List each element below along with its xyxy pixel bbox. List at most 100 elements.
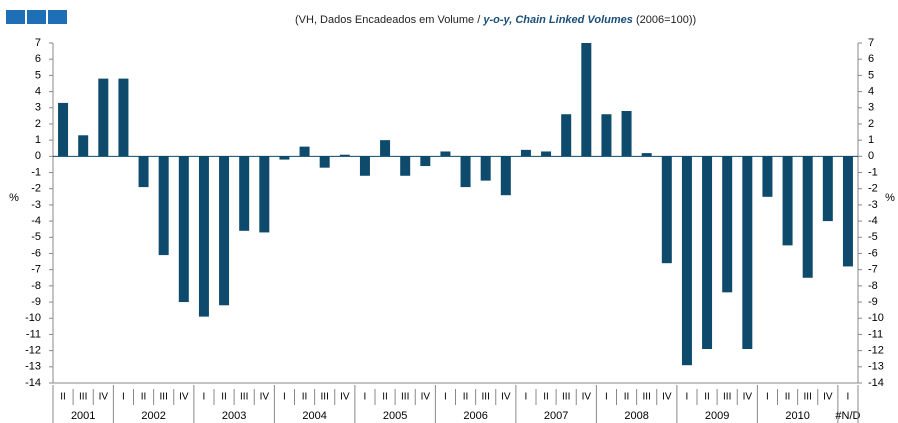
bar	[460, 156, 471, 188]
x-tick-label: II	[624, 392, 630, 403]
x-tick-label: IV	[179, 392, 189, 403]
x-tick-label: III	[562, 392, 570, 403]
y-tick-label: -4	[31, 215, 41, 227]
bar	[440, 151, 451, 157]
x-group-label: 2008	[624, 410, 648, 422]
y-tick-label: 4	[35, 85, 41, 97]
bar	[782, 156, 793, 246]
y-tick-label: 3	[35, 102, 41, 114]
bar	[78, 135, 89, 157]
x-tick-label: II	[60, 392, 66, 403]
x-tick-label: I	[847, 392, 850, 403]
x-tick-label: II	[141, 392, 147, 403]
y2-tick-label: 3	[868, 102, 874, 114]
y-axis-label: %	[9, 192, 19, 204]
x-tick-label: III	[240, 392, 248, 403]
x-tick-label: IV	[501, 392, 511, 403]
bar	[822, 156, 833, 222]
bar	[198, 156, 209, 317]
y-tick-label: 5	[35, 69, 41, 81]
x-tick-label: II	[785, 392, 791, 403]
bar	[138, 156, 149, 188]
y2-tick-label: 7	[868, 37, 874, 49]
y-tick-label: -2	[31, 183, 41, 195]
x-tick-label: II	[463, 392, 469, 403]
bar	[98, 78, 109, 157]
y2-tick-label: 6	[868, 53, 874, 65]
y-tick-label: 1	[35, 134, 41, 146]
x-group-label: 2010	[785, 410, 809, 422]
y-tick-label: -7	[31, 264, 41, 276]
bar	[702, 156, 713, 349]
x-tick-label: IV	[662, 392, 672, 403]
y2-tick-label: 4	[868, 85, 874, 97]
y2-tick-label: -4	[868, 215, 878, 227]
x-group-label: 2003	[222, 410, 246, 422]
x-tick-label: I	[364, 392, 367, 403]
bar	[480, 156, 491, 181]
x-group-label: #N/D	[835, 410, 860, 422]
x-tick-label: I	[766, 392, 769, 403]
x-group-label: 2006	[463, 410, 487, 422]
bar	[641, 153, 652, 157]
bar	[420, 156, 431, 167]
bar	[681, 156, 692, 366]
x-tick-label: III	[723, 392, 731, 403]
y2-tick-label: -13	[868, 361, 884, 373]
x-tick-label: IV	[743, 392, 753, 403]
x-tick-label: I	[686, 392, 689, 403]
y2-tick-label: -10	[868, 312, 884, 324]
x-tick-label: III	[401, 392, 409, 403]
x-tick-label: III	[321, 392, 329, 403]
x-tick-label: IV	[823, 392, 833, 403]
y2-tick-label: 5	[868, 69, 874, 81]
x-tick-label: III	[160, 392, 168, 403]
y-tick-label: 2	[35, 118, 41, 130]
bar	[722, 156, 733, 293]
x-tick-label: I	[444, 392, 447, 403]
y-tick-label: -12	[25, 345, 41, 357]
bar	[219, 156, 230, 306]
bar	[259, 156, 270, 233]
y-tick-label: 0	[35, 150, 41, 162]
x-tick-label: IV	[582, 392, 592, 403]
bar	[621, 111, 632, 157]
x-group-label: 2009	[705, 410, 729, 422]
x-group-label: 2005	[383, 410, 407, 422]
y2-tick-label: 1	[868, 134, 874, 146]
x-group-label: 2004	[302, 410, 326, 422]
x-tick-label: I	[525, 392, 528, 403]
y2-axis-label: %	[885, 192, 895, 204]
bar	[581, 43, 592, 157]
x-group-label: 2001	[71, 410, 95, 422]
chart-title: (VH, Dados Encadeados em Volume / y-o-y,…	[295, 14, 696, 26]
bar	[661, 156, 672, 264]
x-group-label: 2007	[544, 410, 568, 422]
y2-tick-label: 2	[868, 118, 874, 130]
y-tick-label: -5	[31, 231, 41, 243]
y-tick-label: -6	[31, 247, 41, 259]
y2-tick-label: -7	[868, 264, 878, 276]
x-tick-label: IV	[260, 392, 270, 403]
y2-tick-label: -2	[868, 183, 878, 195]
bar	[500, 156, 511, 196]
x-tick-label: IV	[421, 392, 431, 403]
y2-tick-label: -5	[868, 231, 878, 243]
y-tick-label: -11	[26, 328, 41, 340]
bar	[380, 140, 391, 157]
bar	[299, 146, 310, 157]
x-tick-label: II	[302, 392, 308, 403]
logo-block	[48, 10, 67, 24]
logo-block	[27, 10, 46, 24]
bar	[601, 114, 612, 157]
x-tick-label: III	[643, 392, 651, 403]
bar	[279, 156, 290, 160]
bar	[58, 102, 69, 157]
y-tick-label: -10	[25, 312, 41, 324]
x-group-label: 2002	[141, 410, 165, 422]
y2-tick-label: -1	[868, 166, 878, 178]
bar	[178, 156, 189, 303]
bar	[742, 156, 753, 349]
bar	[541, 151, 552, 157]
